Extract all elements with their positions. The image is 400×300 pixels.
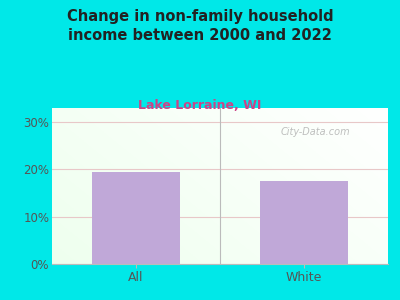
- Text: City-Data.com: City-Data.com: [280, 127, 350, 137]
- Bar: [92, 172, 180, 264]
- Text: Change in non-family household
income between 2000 and 2022: Change in non-family household income be…: [67, 9, 333, 43]
- Text: Lake Lorraine, WI: Lake Lorraine, WI: [138, 99, 262, 112]
- Bar: [260, 181, 348, 264]
